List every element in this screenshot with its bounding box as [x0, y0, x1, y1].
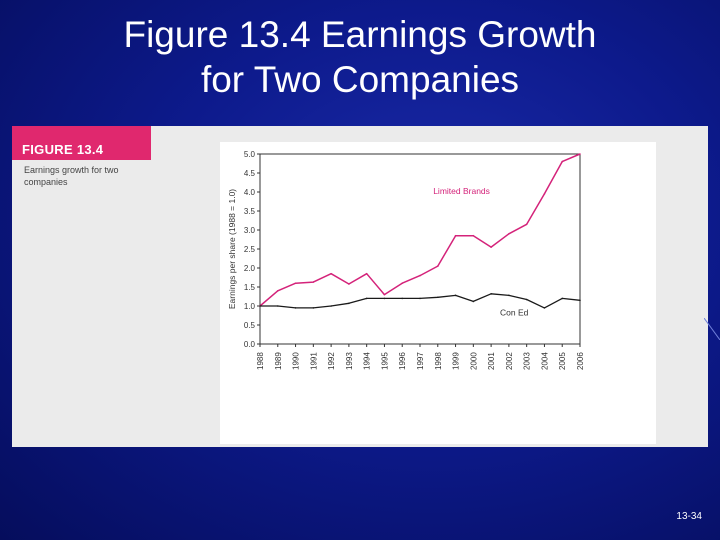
data-point	[419, 274, 421, 277]
x-tick-label: 1995	[380, 352, 389, 370]
data-point	[561, 160, 564, 163]
decorative-line	[704, 318, 720, 340]
figure-tag: FIGURE 13.4	[12, 126, 151, 160]
data-point	[365, 272, 368, 275]
data-point	[294, 282, 297, 284]
data-point	[508, 294, 510, 297]
x-tick-label: 1992	[327, 352, 336, 370]
data-point	[330, 272, 332, 275]
data-point	[365, 297, 368, 300]
data-point	[294, 307, 297, 309]
series-line-con-ed	[260, 293, 581, 309]
data-point	[579, 153, 581, 155]
y-tick-label: 5.0	[244, 150, 256, 159]
data-point	[454, 294, 457, 297]
data-point	[543, 193, 546, 195]
y-tick-label: 4.0	[244, 188, 256, 197]
earnings-line-chart: 0.0 0.5 1.0 1.5 2.0 2.5 3.0 3.5 4.0 4.5 5.0 1988 198…	[227, 150, 585, 370]
x-tick-label: 1998	[434, 352, 443, 370]
data-point	[543, 307, 546, 309]
x-tick-label: 2001	[487, 352, 496, 370]
data-point	[348, 283, 350, 285]
y-tick-label: 0.0	[244, 340, 256, 349]
data-point	[276, 290, 279, 292]
data-point	[525, 298, 528, 301]
y-tick-label: 2.0	[244, 264, 256, 273]
data-point	[472, 300, 475, 303]
data-point	[259, 305, 261, 307]
series-label-con-ed: Con Ed	[500, 308, 529, 318]
data-point	[401, 297, 404, 300]
data-point	[383, 293, 386, 296]
data-point	[436, 265, 439, 267]
y-tick-label: 0.5	[244, 321, 256, 330]
slide-title-line-1: Figure 13.4 Earnings Growth	[123, 14, 597, 55]
slide-number: 13-34	[676, 511, 702, 522]
data-point	[330, 305, 332, 307]
y-axis-label: Earnings per share (1988 = 1.0)	[227, 189, 237, 309]
slide-title: Figure 13.4 Earnings Growth for Two Comp…	[0, 12, 720, 102]
data-point	[436, 296, 439, 299]
x-tick-label: 2006	[576, 352, 585, 370]
data-point	[348, 302, 350, 305]
x-tick-label: 1991	[309, 352, 318, 370]
x-tick-label: 1988	[256, 352, 265, 370]
series-label-limited-brands: Limited Brands	[433, 186, 490, 196]
x-tick-label: 1999	[452, 352, 461, 370]
y-tick-label: 3.5	[244, 207, 256, 216]
x-tick-label: 1989	[274, 352, 283, 370]
x-tick-label: 1997	[416, 352, 425, 370]
data-point	[312, 281, 315, 283]
data-point	[276, 305, 279, 307]
data-point	[490, 246, 492, 248]
x-tick-label: 2003	[523, 352, 532, 370]
y-tick-label: 1.5	[244, 283, 256, 292]
x-tick-label: 2004	[540, 352, 549, 370]
plot-frame	[259, 153, 581, 345]
y-tick-label: 1.0	[244, 302, 256, 311]
x-tick-label: 2005	[558, 352, 567, 370]
figure-caption: Earnings growth for two companies	[24, 165, 119, 187]
data-point	[508, 233, 510, 235]
plot-area: 0.0 0.5 1.0 1.5 2.0 2.5 3.0 3.5 4.0 4.5 5.0 1988 198…	[220, 142, 656, 444]
data-point	[525, 223, 528, 226]
series-line-limited-brands	[259, 153, 581, 307]
x-tick-label: 1996	[398, 352, 407, 370]
slide-title-line-2: for Two Companies	[200, 59, 520, 100]
data-point	[454, 234, 457, 237]
data-point	[472, 234, 475, 237]
data-point	[401, 282, 404, 284]
y-tick-label: 3.0	[244, 226, 256, 235]
x-tick-label: 2000	[469, 352, 478, 370]
y-tick-label: 2.5	[244, 245, 256, 254]
data-point	[490, 293, 492, 295]
figure-panel: FIGURE 13.4 Earnings growth for two comp…	[12, 126, 708, 447]
data-point	[383, 297, 386, 300]
data-point	[312, 307, 315, 309]
data-point	[561, 297, 564, 300]
x-tick-label: 1994	[363, 352, 372, 370]
x-tick-label: 1993	[345, 352, 354, 370]
x-tick-label: 1990	[292, 352, 301, 370]
data-point	[579, 299, 581, 302]
x-tick-label: 2002	[505, 352, 514, 370]
data-point	[419, 297, 421, 300]
y-tick-label: 4.5	[244, 169, 256, 178]
